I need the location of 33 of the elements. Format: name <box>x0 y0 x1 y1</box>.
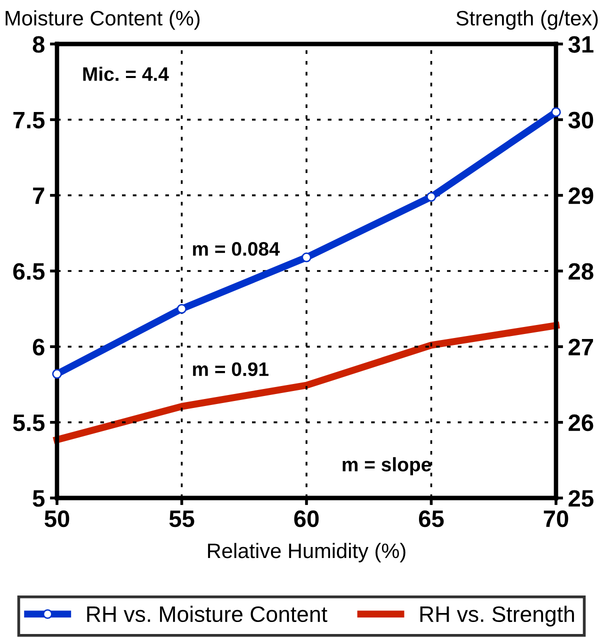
annotation: Mic. = 4.4 <box>83 66 169 81</box>
x-tick-label: 60 <box>294 510 319 528</box>
y-tick-label: 7.5 <box>13 112 45 128</box>
y-tick-label: 7 <box>33 188 44 204</box>
point <box>551 107 561 117</box>
y-tick-label: 6.5 <box>13 263 45 280</box>
y2-tick-label: 27 <box>568 338 594 356</box>
point <box>426 192 436 202</box>
x-tick-label: 50 <box>44 510 70 528</box>
y2-tick-label: 25 <box>568 490 594 507</box>
y2-tick-label: 30 <box>568 112 594 128</box>
point <box>176 304 187 314</box>
y-tick-label: 5.5 <box>13 414 45 432</box>
x-axis-title: Relative Humidity (%) <box>208 542 406 562</box>
legend-label: RH vs. Strength <box>420 606 574 626</box>
point <box>52 369 62 379</box>
x-tick-label: 70 <box>544 510 568 528</box>
y-tick-label: 8 <box>32 36 44 53</box>
y-tick-label: 5 <box>32 490 45 507</box>
legend-label: RH vs. Moisture Content <box>87 606 328 622</box>
y2-tick-label: 26 <box>568 414 594 432</box>
y2-axis-title: Strength (g/tex) <box>456 10 598 30</box>
y-axis-title: Moisture Content (%) <box>6 10 200 30</box>
x-tick-label: 55 <box>169 510 194 528</box>
point <box>302 252 312 262</box>
y-tick-label: 6 <box>32 338 44 356</box>
x-tick-label: 65 <box>418 510 444 528</box>
annotation: m = 0.084 <box>193 242 280 256</box>
y2-tick-label: 29 <box>568 187 594 204</box>
annotation: m = slope <box>342 457 431 476</box>
y2-tick-label: 31 <box>568 36 594 53</box>
annotation: m = 0.91 <box>193 362 268 376</box>
y2-tick-label: 28 <box>568 263 594 280</box>
